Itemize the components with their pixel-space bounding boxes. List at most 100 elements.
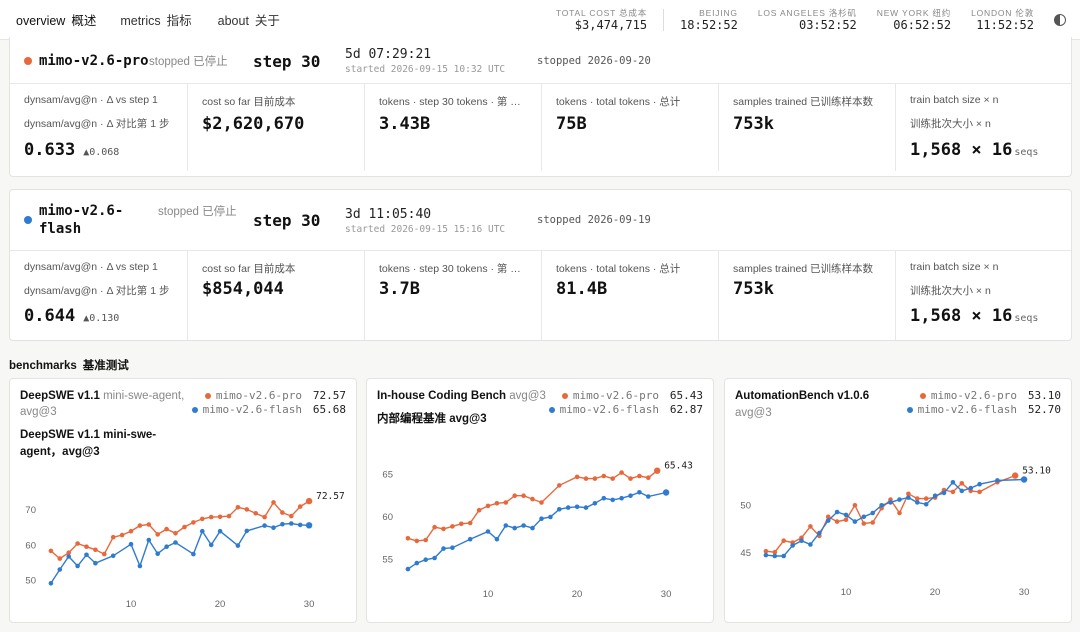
run-duration: 5d 07:29:21: [345, 47, 432, 62]
legend-value: 62.87: [669, 403, 703, 416]
nav-label-en: metrics: [120, 14, 161, 28]
data-point: [405, 536, 411, 541]
data-point: [467, 520, 473, 526]
nav-label-en: about: [217, 14, 249, 28]
metric-label: train batch size × n: [910, 94, 999, 106]
data-point: [173, 540, 178, 545]
x-tick-label: 30: [304, 599, 315, 610]
dynsam-delta: ▲0.130: [83, 313, 120, 324]
legend-name: mimo-v2.6-flash: [202, 403, 302, 416]
data-point: [583, 476, 589, 481]
data-point: [467, 536, 473, 542]
legend-dot: [191, 407, 198, 413]
run-stopped: stopped 2026-09-19: [537, 214, 651, 226]
data-point: [84, 552, 89, 558]
data-point: [503, 500, 509, 505]
y-tick-label: 50: [740, 500, 751, 511]
data-point: [93, 547, 98, 553]
y-tick-label: 50: [25, 575, 36, 586]
data-point: [646, 494, 651, 499]
data-point: [164, 544, 169, 549]
data-point: [646, 475, 651, 480]
total-cost-label: TOTAL COST 总成本: [555, 7, 648, 18]
nav-about[interactable]: about 关于: [218, 10, 280, 29]
legend-dot: [548, 407, 555, 413]
metric-value: 753k: [733, 279, 774, 299]
run-color-dot: [24, 216, 32, 224]
data-point: [441, 546, 446, 551]
data-point: [1020, 476, 1028, 483]
data-point: [208, 514, 214, 520]
y-tick-label: 55: [382, 555, 393, 566]
data-point: [226, 513, 232, 519]
data-point: [888, 500, 893, 505]
data-point: [280, 521, 285, 527]
x-tick-label: 30: [1019, 587, 1030, 598]
y-tick-label: 70: [25, 505, 36, 516]
panel-title-bold: DeepSWE v1.1: [20, 390, 100, 402]
data-point: [870, 510, 875, 516]
data-point: [781, 538, 786, 543]
data-point: [173, 531, 178, 536]
data-point: [146, 537, 152, 543]
data-point: [414, 538, 420, 544]
y-tick-label: 65: [382, 469, 393, 480]
chart-legend: mimo-v2.6-pro 53.10 mimo-v2.6-flash 52.70: [906, 389, 1061, 417]
metric-value: 81.4B: [556, 279, 608, 299]
data-point: [450, 524, 455, 529]
clock-time: 06:52:52: [893, 17, 952, 32]
panel-title: In-house Coding Bench avg@3: [377, 389, 562, 405]
metric-label: cost so far 目前成本: [202, 96, 296, 108]
metric-label-zh: dynsam/avg@n · Δ 对比第 1 步: [24, 285, 170, 297]
run-header: mimo-v2.6-pro stopped 已停止 step 30 5d 07:…: [10, 37, 1071, 84]
legend-item: mimo-v2.6-pro 53.10: [907, 389, 1061, 403]
series-end-label: 53.10: [1022, 466, 1051, 477]
legend-name: mimo-v2.6-pro: [572, 389, 659, 402]
data-point: [494, 501, 500, 506]
nav-label-zh: 关于: [254, 14, 280, 28]
data-point: [530, 525, 535, 531]
benchmark-panel-inhouse: In-house Coding Bench avg@3 mimo-v2.6-pr…: [366, 378, 714, 623]
data-point: [191, 551, 196, 557]
nav-overview[interactable]: overview 概述: [16, 10, 96, 29]
legend-dot: [204, 393, 211, 399]
metric-value: 1,568 × 16 seqs: [910, 306, 1038, 326]
divider: [663, 9, 665, 31]
x-tick-label: 20: [572, 589, 583, 600]
data-point: [155, 532, 160, 537]
data-point: [297, 522, 303, 528]
run-started: started 2026-09-15 15:16 UTC: [345, 224, 506, 235]
legend-value: 65.43: [669, 389, 703, 402]
metric-cost: cost so far 目前成本 $2,620,670: [188, 84, 365, 171]
data-point: [405, 566, 411, 572]
y-tick-label: 60: [25, 540, 36, 551]
metric-tokens-total: tokens · total tokens · 总计 75B: [542, 84, 719, 171]
data-point: [208, 542, 214, 548]
data-point: [75, 563, 80, 569]
theme-toggle-icon[interactable]: [1054, 14, 1066, 26]
benchmark-panel-deepswe: DeepSWE v1.1 mini-swe-agent, avg@3 mimo-…: [9, 378, 357, 623]
nav-metrics[interactable]: metrics 指标: [120, 10, 191, 29]
run-header: mimo-v2.6-flash stopped 已停止 step 30 3d 1…: [10, 190, 1071, 251]
data-point: [521, 493, 526, 498]
data-point: [155, 551, 160, 556]
data-point: [539, 500, 544, 505]
metric-label: samples trained 已训练样本数: [733, 96, 874, 108]
data-point: [459, 521, 464, 527]
legend-item: mimo-v2.6-flash 65.68: [191, 403, 346, 417]
legend-dot: [561, 393, 568, 399]
data-point: [574, 474, 580, 480]
run-stopped: stopped 2026-09-20: [537, 55, 651, 67]
metric-samples: samples trained 已训练样本数 753k: [719, 251, 896, 340]
data-point: [825, 518, 831, 523]
data-point: [915, 500, 920, 505]
data-point: [995, 478, 1000, 483]
metric-label: cost so far 目前成本: [202, 263, 296, 275]
total-cost-value: $3,474,715: [574, 17, 648, 32]
chart-inhouse: 55 60 65 10 20 30 65.43: [382, 461, 692, 600]
data-point: [423, 557, 428, 562]
legend-name: mimo-v2.6-pro: [930, 389, 1017, 402]
data-point: [48, 548, 54, 554]
data-point: [128, 528, 134, 534]
data-point: [557, 507, 562, 512]
